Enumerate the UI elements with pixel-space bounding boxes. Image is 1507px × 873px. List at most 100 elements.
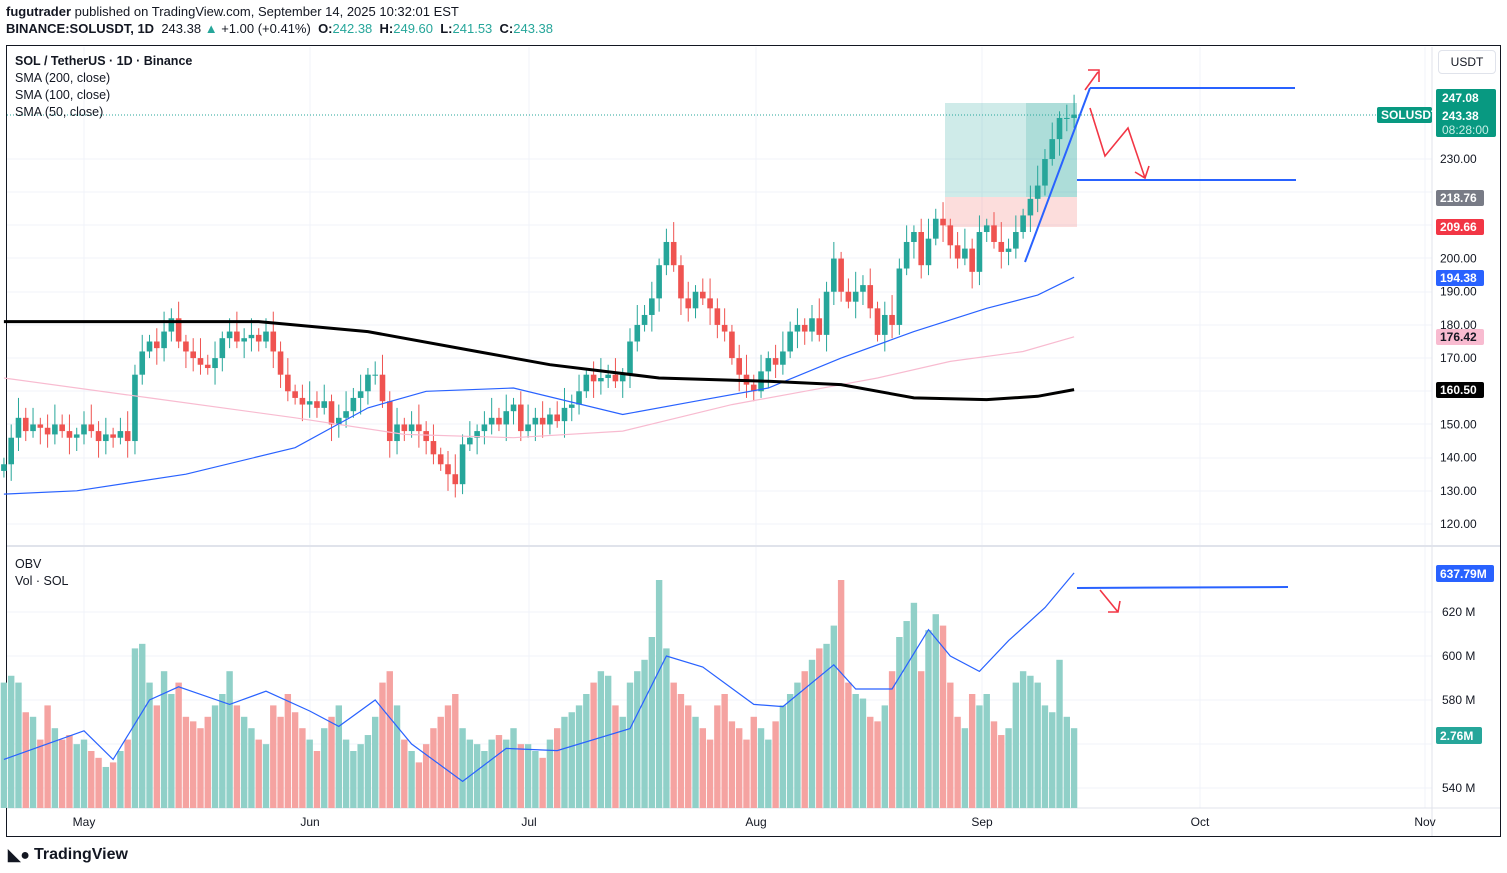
candle	[896, 268, 903, 325]
volume-bar	[204, 716, 211, 808]
candle	[350, 397, 357, 412]
candle	[969, 248, 975, 272]
volume-bar	[393, 705, 401, 808]
candle	[707, 298, 713, 309]
candle	[219, 338, 226, 359]
volume-bar	[8, 675, 15, 808]
volume-bar	[794, 682, 801, 808]
volume-bar	[888, 671, 896, 808]
candle	[503, 411, 510, 425]
volume-bar	[706, 739, 714, 808]
candle	[852, 291, 859, 302]
last-price: 243.38	[161, 21, 202, 36]
volume-bar	[299, 728, 306, 808]
volume-bar	[328, 716, 335, 808]
volume-bar	[211, 705, 219, 808]
volume-bar	[634, 671, 641, 808]
candle	[932, 218, 939, 239]
candle	[656, 265, 662, 299]
legend-sma50[interactable]: SMA (50, close)	[15, 105, 104, 119]
candle	[1042, 159, 1048, 186]
volume-bar	[459, 728, 466, 808]
legend-title[interactable]: SOL / TetherUS · 1D · Binance	[15, 54, 193, 68]
volume-bar	[146, 682, 153, 808]
volume-bar	[568, 712, 575, 808]
price-tick: 130.00	[1440, 484, 1477, 498]
tradingview-logo[interactable]: ◣● TradingView	[8, 845, 128, 865]
volume-bar	[743, 739, 750, 808]
volume-bar	[823, 643, 830, 808]
change: +1.00 (+0.41%)	[221, 21, 311, 36]
volume-bar	[1049, 712, 1056, 808]
volume-bar	[561, 716, 568, 808]
volume-bar	[524, 744, 532, 808]
up-triangle-icon: ▲	[204, 21, 218, 36]
currency-button[interactable]: USDT	[1438, 50, 1496, 74]
volume-bar	[918, 671, 925, 808]
volume-bar	[153, 705, 160, 808]
chart-frame[interactable]	[6, 45, 1501, 837]
volume-bar	[1027, 675, 1034, 808]
volume-bar	[852, 694, 859, 808]
volume-bar	[626, 682, 634, 808]
candle	[22, 417, 29, 432]
candle	[1071, 114, 1077, 118]
entry-badge-bg	[1436, 190, 1484, 206]
candle	[1064, 117, 1070, 119]
h-label: H:	[379, 21, 394, 36]
candle	[750, 384, 757, 392]
arrow-up-icon	[1084, 69, 1100, 91]
sma100-line	[3, 336, 1075, 439]
candle	[452, 474, 459, 485]
close-value: 243.38	[513, 21, 553, 36]
candle	[809, 318, 815, 332]
candle	[277, 351, 284, 375]
candle	[823, 291, 830, 335]
candle	[525, 424, 531, 432]
volume-bar	[277, 716, 284, 808]
candle	[590, 374, 597, 382]
symbol: BINANCE:SOLUSDT, 1D	[6, 21, 155, 36]
candle	[1056, 117, 1063, 140]
volume-bar	[728, 721, 736, 808]
legend-vol[interactable]: Vol · SOL	[15, 574, 69, 588]
candle	[940, 218, 946, 226]
countdown: 08:28:00	[1442, 123, 1489, 137]
candle	[911, 232, 917, 242]
candle	[983, 225, 990, 233]
candle	[270, 331, 277, 352]
volume-bar	[401, 739, 408, 808]
candle	[73, 434, 80, 438]
trendline	[1024, 87, 1091, 263]
candle	[765, 358, 772, 372]
volume-bar	[233, 705, 241, 808]
month-label: Nov	[1414, 815, 1435, 829]
candle	[263, 331, 269, 342]
volume-bar	[699, 728, 706, 808]
volume-bar	[386, 671, 393, 808]
legend-obv[interactable]: OBV	[15, 557, 42, 571]
candle	[860, 285, 866, 292]
c-label: C:	[499, 21, 514, 36]
legend-sma100[interactable]: SMA (100, close)	[15, 88, 111, 102]
publish-date: published on TradingView.com, September …	[74, 4, 459, 19]
candle	[1027, 198, 1034, 216]
price-tick: 180.00	[1440, 318, 1477, 332]
ohlc-bar: BINANCE:SOLUSDT, 1D 243.38 ▲ +1.00 (+0.4…	[6, 21, 553, 36]
volume-bar	[757, 728, 765, 808]
candle	[1049, 139, 1056, 160]
volume-bar	[444, 705, 452, 808]
volume-bar	[73, 744, 80, 808]
candle	[780, 351, 786, 365]
author[interactable]: fugutrader	[6, 4, 71, 19]
o-label: O:	[318, 21, 333, 36]
volume-bar	[342, 739, 350, 808]
candle	[386, 401, 393, 442]
month-label: Jun	[300, 815, 319, 829]
candle	[132, 374, 138, 442]
legend-sma200[interactable]: SMA (200, close)	[15, 71, 111, 85]
volume-bar	[590, 682, 597, 808]
candle	[343, 411, 349, 418]
volume-bar	[66, 735, 73, 808]
